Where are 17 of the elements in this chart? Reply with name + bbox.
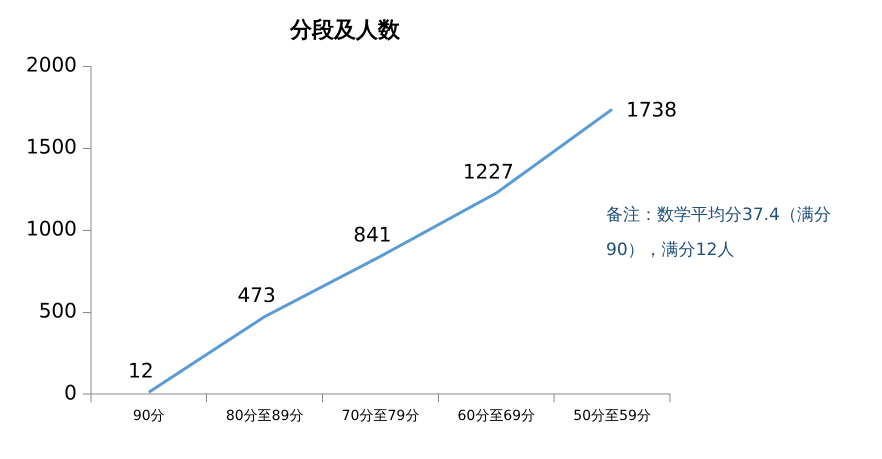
data-label: 473 [238,282,276,307]
data-label: 1738 [626,98,677,122]
data-label: 841 [353,222,392,247]
y-tick-label: 500 [38,298,77,322]
x-tick-label: 80分至89分 [226,408,304,424]
y-tick-label: 2000 [26,52,77,77]
chart-title: 分段及人数 [289,18,401,43]
x-tick-label: 90分 [132,408,165,424]
annotation: 备注：数学平均分37.4（满分90），满分12人 [606,204,832,262]
y-tick-label: 1000 [26,216,77,241]
data-label: 1227 [462,159,514,184]
data-label: 12 [128,358,154,382]
x-tick-label: 70分至79分 [342,408,420,424]
x-tick-label: 60分至69分 [457,408,536,424]
y-tick-label: 0 [64,380,77,404]
y-tick-label: 1500 [26,134,77,159]
x-tick-label: 50分至59分 [573,408,651,424]
